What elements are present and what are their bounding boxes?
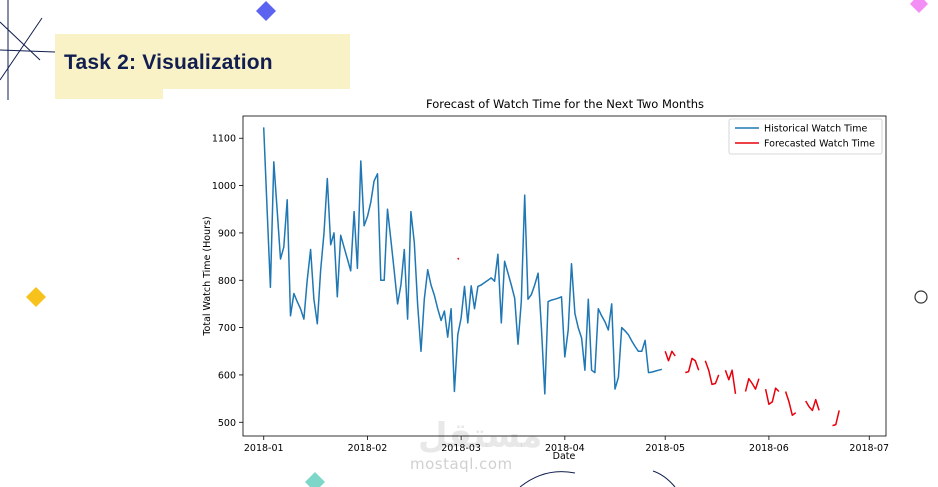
series-line-forecast <box>457 257 460 260</box>
y-tick-label: 1000 <box>212 181 236 192</box>
series-line-forecast <box>704 360 720 386</box>
slide-title: Task 2: Visualization <box>64 51 273 74</box>
arc-decoration <box>519 470 676 487</box>
legend-label-forecast: Forecasted Watch Time <box>764 139 875 150</box>
circle-outline-decoration <box>914 290 928 304</box>
plot-frame <box>242 115 887 437</box>
x-tick-label: 2018-02 <box>348 443 388 454</box>
x-tick-label: 2018-04 <box>545 443 585 454</box>
y-tick-label: 900 <box>218 228 236 239</box>
series-line-forecast <box>805 398 820 412</box>
starburst-decoration <box>0 0 56 100</box>
y-axis-label: Total Watch Time (Hours) <box>202 216 213 336</box>
watermark: mostaql.com <box>410 455 513 473</box>
y-tick-label: 500 <box>218 418 236 429</box>
title-box <box>55 34 350 89</box>
x-tick-label: 2018-03 <box>441 443 481 454</box>
forecast-chart: Forecast of Watch Time for the Next Two … <box>202 97 889 462</box>
title-box-tab <box>55 89 163 99</box>
series-line-forecast <box>832 410 840 427</box>
chart-legend: Historical Watch Time Forecasted Watch T… <box>728 118 883 155</box>
series-line-historical <box>262 127 663 395</box>
x-tick-label: 2018-06 <box>749 443 789 454</box>
diamond-pink-decoration <box>910 0 928 13</box>
diamond-blue-decoration <box>256 1 276 21</box>
chart-title: Forecast of Watch Time for the Next Two … <box>426 97 704 111</box>
legend-label-historical: Historical Watch Time <box>764 124 868 135</box>
x-tick-label: 2018-01 <box>244 443 284 454</box>
series-line-forecast <box>744 377 760 392</box>
y-tick-label: 700 <box>218 323 236 334</box>
x-axis-label: Date <box>553 451 576 462</box>
series-line-forecast <box>685 357 700 374</box>
x-tick-label: 2018-05 <box>645 443 685 454</box>
diamond-yellow-decoration <box>26 287 46 307</box>
y-tick-label: 600 <box>218 370 236 381</box>
diamond-teal-decoration <box>305 472 325 487</box>
series-line-forecast <box>724 369 737 395</box>
x-tick-label: 2018-07 <box>849 443 889 454</box>
series-line-forecast <box>664 350 676 362</box>
series-line-forecast <box>764 387 780 406</box>
series-line-forecast <box>784 391 797 416</box>
y-tick-label: 800 <box>218 276 236 287</box>
y-tick-label: 1100 <box>212 134 236 145</box>
